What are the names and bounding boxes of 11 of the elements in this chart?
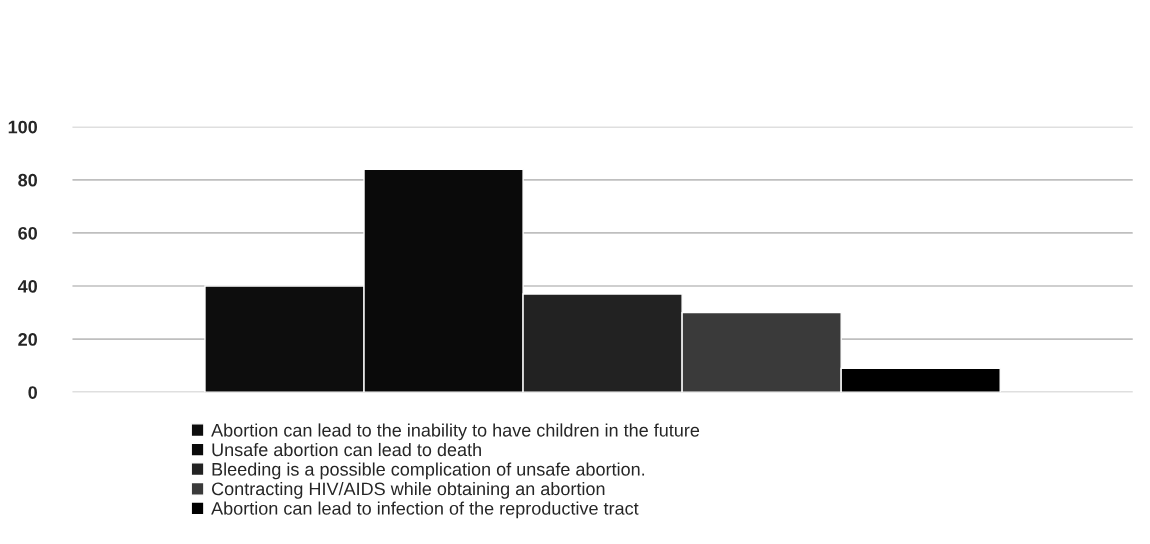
y-tick-label: 80 <box>18 173 37 187</box>
y-tick-label: 60 <box>18 226 37 240</box>
y-tick-label: 100 <box>8 120 37 134</box>
y-tick-label: 0 <box>28 386 37 399</box>
y-tick-label: 20 <box>18 333 37 346</box>
legend-label: Unsafe abortion can lead to death <box>212 442 481 457</box>
legend-label: Abortion can lead to infection of the reproductive tract <box>211 501 639 519</box>
legend-label: Abortion can lead to the inability to have children in the future <box>211 423 700 441</box>
y-tick-label: 40 <box>17 279 37 293</box>
legend-label: Bleeding is a possible complication of unsafe abortion. <box>212 462 645 480</box>
legend-label: Contracting HIV/AIDS while obtaining an abortion <box>212 482 605 499</box>
